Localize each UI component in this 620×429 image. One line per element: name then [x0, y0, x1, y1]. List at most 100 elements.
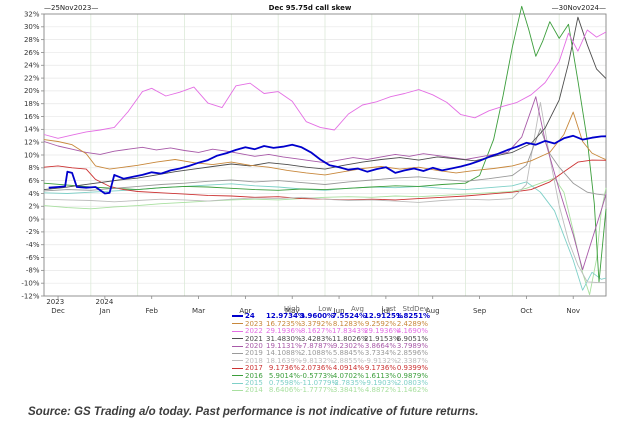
legend-value: -1.7777% [300, 386, 334, 395]
legend-value: 0.9399% [396, 364, 428, 373]
x-month-label: Feb [146, 307, 159, 315]
x-month-label: Apr [239, 307, 251, 315]
legend-line-swatch [232, 338, 243, 340]
x-year-label: 2023 [46, 298, 64, 306]
legend-value: 4.8872% [364, 386, 396, 395]
y-tick-label: 24% [24, 62, 40, 70]
legend-header-row: High Low Avg Last StdDev [232, 305, 428, 313]
legend-row-2016: 2016 5.9014% -0.5773% 4.0702% 1.6113% 0.9879% [232, 371, 428, 380]
legend-value: 4.0702% [332, 371, 364, 380]
legend-value: 2.8596% [396, 349, 428, 358]
legend-row-2020: 2020 19.1131% -7.8787% 9.2302% 3.8664% 3.7989… [232, 342, 428, 351]
chart-title: Dec 95.75d call skew [268, 4, 352, 12]
y-tick-label: -6% [26, 254, 40, 262]
legend-value: 11.8026% [332, 334, 368, 343]
legend-line-swatch [232, 375, 243, 377]
legend-value: 8.1627% [300, 327, 332, 336]
x-month-label: Jul [381, 307, 391, 315]
legend-series-label: 2016 [232, 372, 266, 380]
legend-value: 3.8664% [364, 342, 396, 351]
y-tick-label: 4% [28, 190, 39, 198]
legend-value: 12.9125% [364, 312, 403, 321]
legend-value: 9.1736% [268, 364, 300, 373]
legend-value: 2.8855% [332, 356, 364, 365]
legend-line-swatch [232, 323, 243, 325]
x-month-label: Jan [98, 307, 110, 315]
legend-value: 2.0736% [300, 364, 332, 373]
legend-col-last: Last [381, 305, 396, 313]
series-line-2017 [43, 159, 607, 201]
x-month-label: May [285, 307, 299, 315]
legend-value: 1.8251% [396, 312, 431, 321]
series-line-2014 [43, 177, 607, 296]
legend-value: 14.1088% [266, 349, 302, 358]
legend-value: 12.9734% [266, 312, 305, 321]
legend-series-label: 2019 [232, 350, 266, 357]
source-disclaimer: Source: GS Trading a/o today. Past perfo… [28, 406, 479, 418]
y-tick-label: -10% [21, 279, 39, 287]
legend-line-swatch [232, 330, 243, 332]
legend-col-low: Low [318, 305, 332, 313]
legend-value: 0.9879% [396, 371, 428, 380]
y-tick-label: 30% [24, 23, 40, 31]
legend-value: 2.3387% [396, 356, 428, 365]
legend-series-label: 2018 [232, 357, 266, 365]
legend-value: 8.1283% [332, 319, 364, 328]
y-tick-label: 14% [24, 126, 40, 134]
y-tick-label: 18% [24, 100, 40, 108]
chart-end-date-label: —30Nov2024— [551, 4, 606, 12]
legend-value: 9.1736% [364, 364, 396, 373]
legend-row-2022: 2022 29.1936% 8.1627% 17.8343% 29.1936% 4.169… [232, 327, 428, 336]
legend-series-label: 2014 [232, 387, 266, 394]
legend-row-2014: 2014 8.6406% -1.7777% 3.3841% 4.8872% 1.1462% [232, 387, 428, 394]
y-tick-label: 22% [24, 74, 40, 82]
legend-row-2018: 2018 18.1639% -9.8132% 2.8855% -9.9132% 2.338… [232, 356, 428, 365]
series-line-2018 [43, 101, 607, 284]
x-month-label: Sep [473, 307, 487, 315]
legend-value: 4.1690% [396, 327, 428, 336]
legend-value: -7.8787% [300, 342, 334, 351]
legend-series-label: 2022 [232, 327, 266, 335]
legend-line-swatch [232, 389, 243, 391]
y-tick-label: -12% [21, 292, 39, 300]
legend-value: -2.7835% [332, 379, 366, 388]
legend-value: 18.1639% [266, 356, 302, 365]
legend-value: 7.5524% [332, 312, 367, 321]
legend-value: 3.9600% [300, 312, 335, 321]
y-tick-label: -2% [26, 228, 40, 236]
y-tick-label: 2% [28, 203, 39, 211]
legend-value: 4.0914% [332, 364, 364, 373]
legend-value: 17.8343% [332, 327, 368, 336]
series-line-2020 [43, 96, 607, 271]
series-line-24 [48, 134, 607, 195]
y-tick-label: 16% [24, 113, 40, 121]
legend-value: 6.9051% [396, 334, 428, 343]
y-tick-label: 26% [24, 49, 40, 57]
legend-value: 19.1131% [266, 342, 302, 351]
legend-value: -9.8132% [300, 356, 334, 365]
legend-value: 31.4830% [266, 334, 302, 343]
y-tick-label: 0% [28, 215, 39, 223]
legend-series-label: 2021 [232, 335, 266, 343]
legend-value: 29.1936% [364, 327, 400, 336]
y-tick-label: 20% [24, 87, 40, 95]
plot-border [43, 13, 607, 297]
legend-value: 3.7989% [396, 342, 428, 351]
y-tick-label: 32% [24, 10, 40, 18]
y-tick-label: 28% [24, 36, 40, 44]
series-line-2021 [43, 16, 607, 191]
legend-line-swatch [232, 367, 243, 369]
x-year-label: 2024 [96, 298, 114, 306]
x-month-label: Dec [51, 307, 65, 315]
legend-value: 1.6113% [364, 371, 396, 380]
legend-value: 3.3792% [300, 319, 332, 328]
y-tick-label: 6% [28, 177, 39, 185]
legend-value: 3.3841% [332, 386, 364, 395]
legend-row-2019: 2019 14.1088% 2.1088% 5.8845% 3.7334% 2.8596% [232, 350, 428, 357]
legend-value: -0.5773% [300, 371, 334, 380]
legend-value: 29.1936% [266, 327, 302, 336]
series-line-2019 [43, 128, 607, 196]
y-tick-label: 8% [28, 164, 39, 172]
legend-row-2021: 2021 31.4830% 3.4283% 11.8026% 21.9153% 6.905… [232, 334, 428, 343]
y-tick-label: -4% [26, 241, 40, 249]
